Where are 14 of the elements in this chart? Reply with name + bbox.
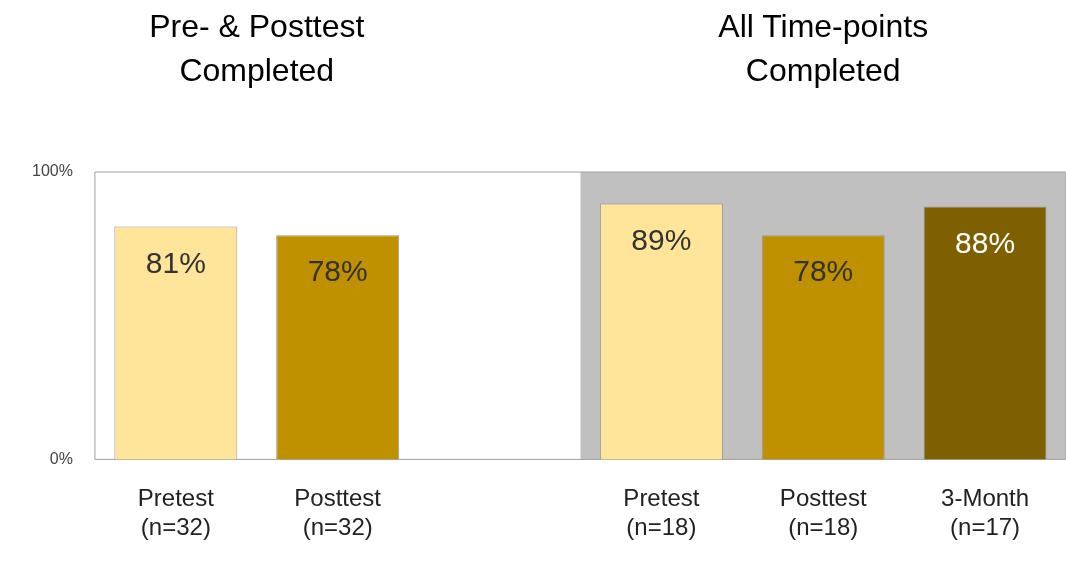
y-tick-label: 0%	[49, 449, 73, 467]
data-label: 78%	[793, 254, 854, 288]
text: All Time-points Completed	[718, 7, 929, 88]
data-label: 88%	[955, 225, 1016, 259]
x-tick-label: 3-Month (n=17)	[941, 484, 1030, 541]
text: Pre- & Posttest Completed	[149, 7, 365, 88]
data-label: 89%	[631, 222, 692, 256]
data-label: 81%	[145, 245, 206, 279]
x-tick-label: Posttest (n=32)	[294, 484, 382, 541]
data-label: 78%	[307, 254, 368, 288]
y-tick-label: 100%	[32, 162, 73, 180]
x-tick-label: Pretest (n=18)	[623, 484, 700, 541]
x-tick-label: Pretest (n=32)	[137, 484, 215, 541]
x-tick-label: Posttest (n=18)	[779, 484, 867, 541]
